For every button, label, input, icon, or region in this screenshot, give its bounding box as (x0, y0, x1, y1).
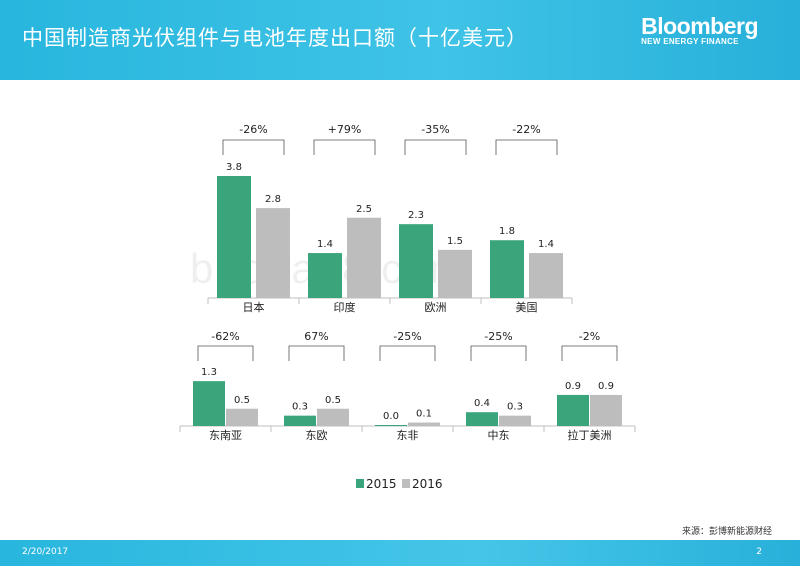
change-bracket-1 (313, 139, 376, 155)
data-label-2015-3: 0.4 (474, 398, 490, 409)
change-label-0: -62% (211, 330, 239, 343)
change-bracket-2 (404, 139, 467, 155)
page-number: 2 (756, 547, 762, 557)
legend-label-2015: 2015 (366, 477, 397, 491)
legend-swatch-2016 (402, 479, 410, 488)
bar-2016-1 (317, 408, 349, 426)
change-label-3: -25% (484, 330, 512, 343)
data-label-2016-2: 0.1 (416, 409, 432, 420)
data-label-2016-4: 0.9 (598, 381, 614, 392)
change-label-1: +79% (328, 123, 362, 136)
category-label-1: 东欧 (306, 429, 328, 442)
change-bracket-1 (288, 345, 345, 361)
change-label-2: -25% (393, 330, 421, 343)
category-label-1: 印度 (334, 300, 356, 314)
data-label-2015-0: 1.3 (201, 367, 217, 378)
data-label-2016-1: 0.5 (325, 395, 341, 406)
footer-date: 2/20/2017 (22, 547, 69, 557)
footer-bar: 2/20/2017 2 (0, 540, 800, 566)
source-note: 来源：彭博新能源财经 (681, 527, 772, 537)
category-label-2: 欧洲 (425, 301, 447, 314)
bar-2016-1 (347, 217, 381, 298)
bar-2016-3 (529, 253, 563, 298)
data-label-2015-1: 0.3 (292, 402, 308, 413)
page-title: 中国制造商光伏组件与电池年度出口额（十亿美元） (22, 26, 528, 50)
change-label-4: -2% (579, 330, 600, 343)
bar-2015-2 (399, 224, 433, 298)
category-label-4: 拉丁美洲 (568, 428, 612, 442)
bar-2015-1 (308, 253, 342, 298)
change-bracket-0 (197, 345, 254, 361)
data-label-2015-2: 0.0 (383, 411, 399, 422)
data-label-2015-0: 3.8 (226, 162, 242, 173)
legend-swatch-2015 (356, 479, 364, 488)
bar-2016-2 (408, 422, 440, 426)
change-bracket-2 (379, 345, 436, 361)
brand-subtitle: NEW ENERGY FINANCE (641, 37, 739, 46)
bar-2015-2 (375, 425, 407, 426)
data-label-2016-1: 2.5 (356, 204, 372, 215)
brand-name: Bloomberg (641, 13, 758, 39)
data-label-2016-2: 1.5 (447, 236, 463, 247)
category-label-3: 美国 (516, 301, 538, 314)
category-label-2: 东非 (397, 429, 419, 442)
change-bracket-0 (222, 139, 285, 155)
bloomberg-logo: Bloomberg NEW ENERGY FINANCE (641, 14, 758, 46)
bar-2016-3 (499, 415, 531, 426)
data-label-2015-2: 2.3 (408, 210, 424, 221)
data-label-2016-0: 0.5 (234, 395, 250, 406)
change-bracket-3 (470, 345, 527, 361)
data-label-2015-3: 1.8 (499, 226, 515, 237)
header-bar: 中国制造商光伏组件与电池年度出口额（十亿美元） Bloomberg NEW EN… (0, 0, 800, 80)
legend-label-2016: 2016 (412, 477, 443, 491)
bar-2016-0 (256, 208, 290, 298)
change-bracket-3 (495, 139, 558, 155)
data-label-2016-3: 1.4 (538, 239, 554, 250)
data-label-2015-4: 0.9 (565, 381, 581, 392)
bar-2016-2 (438, 249, 472, 298)
data-label-2016-3: 0.3 (507, 402, 523, 413)
bar-2016-0 (226, 408, 258, 426)
change-label-3: -22% (512, 123, 540, 136)
category-label-0: 东南亚 (209, 429, 242, 442)
bar-2015-0 (193, 381, 225, 426)
bar-2015-3 (466, 412, 498, 426)
change-label-2: -35% (421, 123, 449, 136)
data-label-2015-1: 1.4 (317, 239, 333, 250)
bar-2015-4 (557, 394, 589, 426)
data-label-2016-0: 2.8 (265, 194, 281, 205)
change-bracket-4 (561, 345, 618, 361)
bar-2016-4 (590, 394, 622, 426)
bar-2015-1 (284, 415, 316, 426)
category-label-0: 日本 (243, 300, 265, 314)
bar-2015-3 (490, 240, 524, 298)
change-label-0: -26% (239, 123, 267, 136)
change-label-1: 67% (304, 330, 328, 343)
bar-2015-0 (217, 176, 251, 298)
category-label-3: 中东 (488, 429, 510, 442)
